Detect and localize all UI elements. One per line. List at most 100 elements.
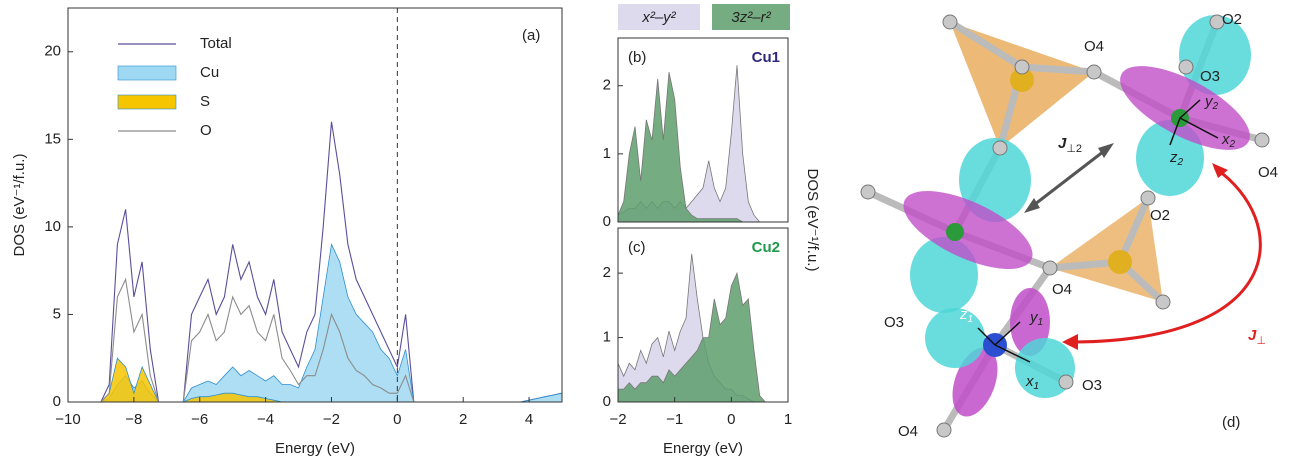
y-tick-label: 0: [53, 393, 61, 410]
symbol: J: [1248, 327, 1257, 344]
local-axes: [977, 99, 1219, 363]
coupling-label: J⊥: [1248, 327, 1266, 347]
area-fill: [618, 273, 788, 402]
area-fill: [618, 65, 788, 222]
panel-label: (b): [628, 49, 646, 66]
x-tick-label: −4: [257, 411, 274, 428]
symbol: x: [1025, 373, 1034, 390]
orbital: [959, 138, 1031, 222]
o-atoms: [860, 14, 1270, 438]
panel-label: (a): [522, 27, 540, 44]
structure-labels: O2 O3 O4 O4 O2 O4 O3 O3 O4 (d) J⊥2 J⊥ z2…: [884, 11, 1278, 440]
atom-label: O2: [1222, 11, 1242, 28]
atom-label: O4: [1258, 164, 1278, 181]
panel-label: (d): [1222, 414, 1240, 431]
coupling-arrow: [1029, 146, 1109, 210]
subscript: ⊥2: [1066, 143, 1082, 155]
y-tick-label: 1: [603, 329, 611, 346]
x-tick-label: −6: [191, 411, 208, 428]
y-tick-label: 5: [53, 305, 61, 322]
atom-label: O3: [884, 314, 904, 331]
orbital: [925, 308, 985, 368]
symbol: x: [1221, 131, 1230, 148]
y-tick-label: 0: [603, 213, 611, 230]
plot-frame: [617, 227, 789, 403]
coupling-label: J⊥2: [1058, 135, 1082, 155]
subscript: 1: [968, 314, 974, 325]
y-axis-label: DOS (eV⁻¹/f.u.): [804, 169, 821, 272]
atom-label: O3: [1200, 68, 1220, 85]
subscript: 2: [1229, 139, 1236, 150]
symbol: y: [1204, 93, 1214, 110]
axis-name: x2: [1221, 131, 1236, 150]
symbol: z: [959, 306, 968, 323]
x-tick-label: −1: [666, 411, 683, 428]
coupling-arrow: [1074, 166, 1262, 344]
atom-label: O3: [1082, 377, 1102, 394]
subscript: 2: [1177, 157, 1184, 168]
y-tick-label: 10: [44, 218, 61, 235]
x-tick-label: 2: [459, 411, 467, 428]
legend-label: Total: [200, 35, 232, 52]
subscript: 1: [1034, 381, 1040, 392]
atom-label: O2: [1150, 207, 1170, 224]
atom-label: O4: [898, 423, 918, 440]
subscript: 1: [1038, 317, 1044, 328]
y-tick-label: 15: [44, 130, 61, 147]
axis-name: y1: [1029, 309, 1043, 328]
y-tick-label: 1: [603, 145, 611, 162]
legend-label: 3z²–r²: [731, 9, 771, 26]
y-tick-label: 20: [44, 43, 61, 60]
orbital: [903, 191, 1033, 269]
legend-swatch: [618, 4, 700, 30]
structure: [860, 14, 1270, 438]
arrowhead: [1062, 334, 1078, 350]
x-axis-label: Energy (eV): [663, 440, 743, 457]
x-axis-label: Energy (eV): [275, 440, 355, 457]
x-tick-label: 1: [784, 411, 792, 428]
x-tick-label: −2: [609, 411, 626, 428]
symbol: z: [1169, 149, 1178, 166]
legend-swatch: [117, 65, 177, 81]
atom-label: O4: [1052, 281, 1072, 298]
arrowhead: [1098, 143, 1114, 158]
y-tick-label: 2: [603, 77, 611, 94]
s-atom: [1010, 68, 1034, 92]
symbol: J: [1058, 135, 1067, 152]
subscript: 2: [1212, 101, 1219, 112]
axis-name: z2: [1169, 149, 1184, 168]
x-tick-label: −8: [125, 411, 142, 428]
y-axis-label: DOS (eV⁻¹/f.u.): [11, 154, 28, 257]
series-line: [618, 271, 788, 403]
axis-name: z1: [959, 306, 973, 325]
arrowhead: [1212, 163, 1228, 178]
arrowhead: [1024, 198, 1040, 213]
plot-frame: [617, 37, 789, 223]
cu-atom: [946, 223, 964, 241]
x-tick-label: −2: [323, 411, 340, 428]
area-fill: [68, 358, 562, 402]
x-tick-label: 0: [727, 411, 735, 428]
legend-label: Cu: [200, 64, 219, 81]
area-fill: [618, 253, 788, 402]
legend-label: O: [200, 122, 212, 139]
symbol: y: [1029, 309, 1039, 326]
panel-label: (c): [628, 239, 646, 256]
x-tick-label: 4: [525, 411, 533, 428]
y-tick-label: 0: [603, 393, 611, 410]
legend-label: x²–y²: [641, 9, 676, 26]
legend-label: S: [200, 93, 210, 110]
orbital: [1179, 15, 1251, 95]
y-tick-label: 2: [603, 264, 611, 281]
plot-frame: [67, 7, 563, 403]
orbital: [1120, 66, 1250, 150]
atom-label: O4: [1084, 38, 1104, 55]
x-tick-label: −10: [55, 411, 80, 428]
subscript: ⊥: [1256, 335, 1266, 347]
site-label: Cu1: [752, 49, 780, 66]
s-atom: [1108, 250, 1132, 274]
legend-swatch: [117, 94, 177, 110]
legend-swatch: [712, 4, 790, 30]
site-label: Cu2: [752, 239, 780, 256]
